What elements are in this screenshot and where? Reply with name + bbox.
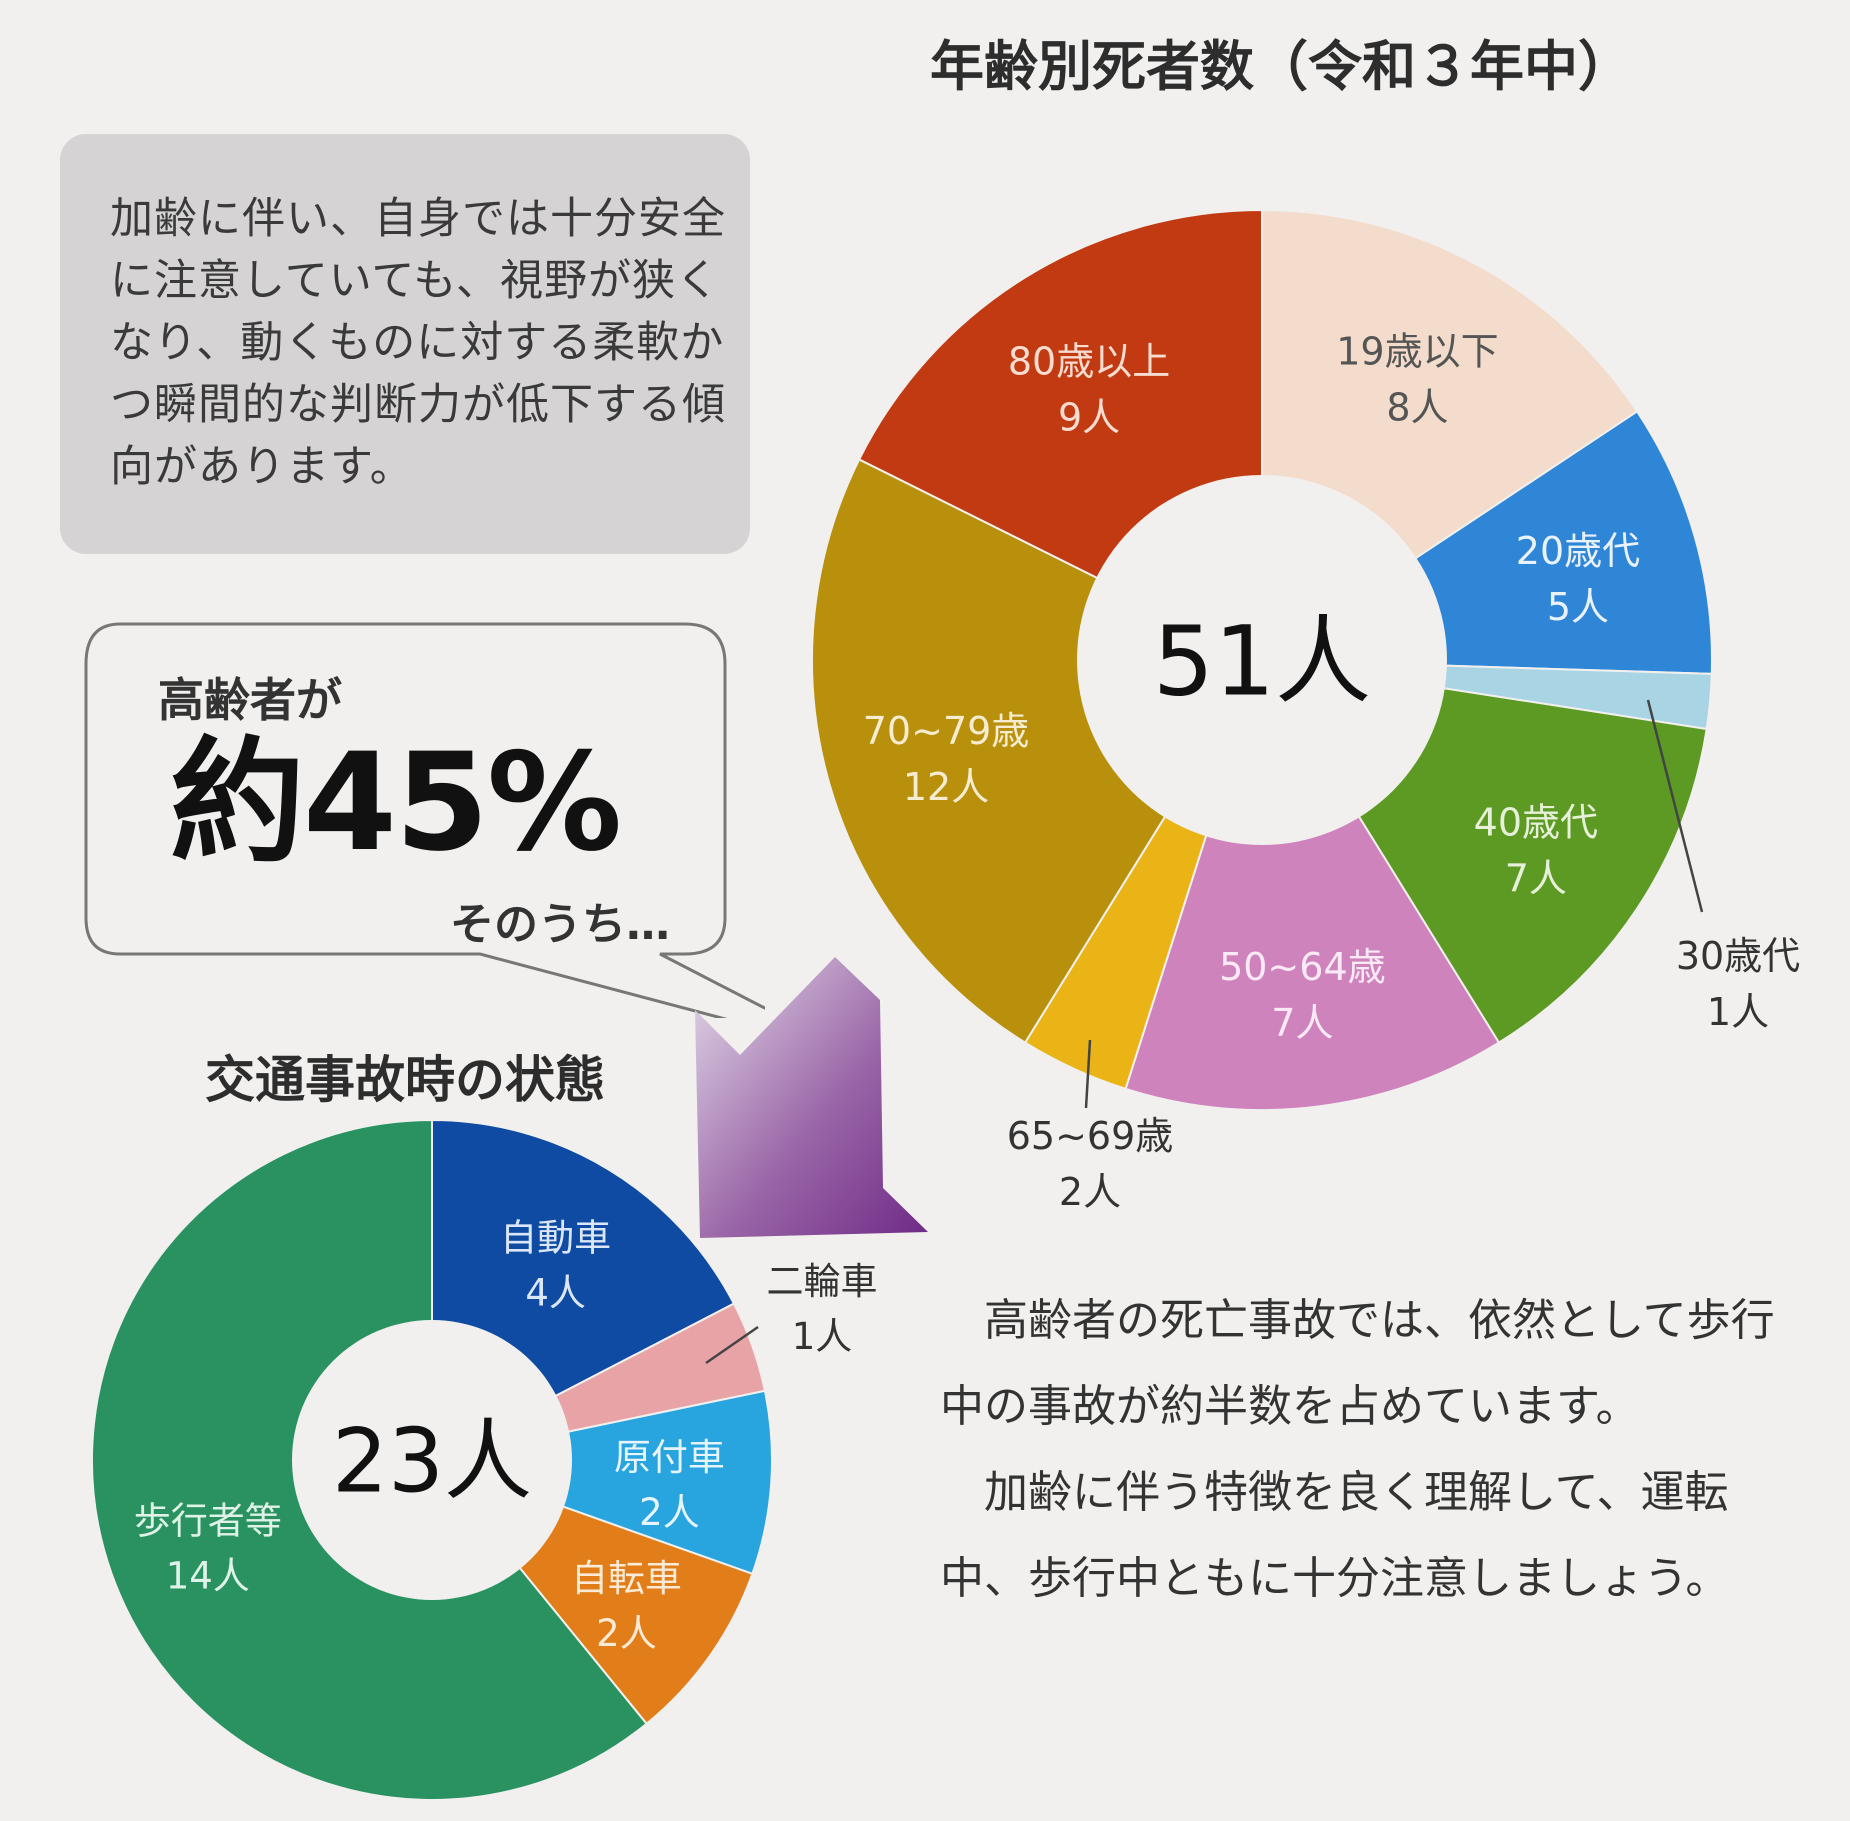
leader-line-motorcycle bbox=[705, 1325, 759, 1365]
slice-label: 30歳代 bbox=[1676, 934, 1800, 978]
slice-value-label: 5人 bbox=[1547, 585, 1609, 629]
note-box: 加齢に伴い、自身では十分安全に注意していても、視野が狭くなり、動くものに対する柔… bbox=[60, 134, 750, 554]
slice-value-label: 1人 bbox=[1707, 990, 1769, 1034]
slice-label: 二輪車 bbox=[767, 1260, 878, 1303]
slice-label: 80歳以上 bbox=[1008, 340, 1170, 384]
slice-label: 20歳代 bbox=[1516, 529, 1640, 573]
slice-label: 自転車 bbox=[571, 1557, 682, 1600]
conclusion-paragraph-1: 高齢者の死亡事故では、依然として歩行中の事故が約半数を占めています。 bbox=[940, 1295, 1775, 1432]
note-text: 加齢に伴い、自身では十分安全に注意していても、視野が狭くなり、動くものに対する柔… bbox=[110, 194, 726, 492]
age-pie-chart: 19歳以下 8人 20歳代 5人 30歳代 1人 40歳代 7人 50~64歳 7人 65~69歳 2… bbox=[811, 208, 1800, 1214]
slice-label: 歩行者等 bbox=[134, 1500, 282, 1543]
arrow-icon bbox=[695, 957, 928, 1238]
conclusion-paragraph-2: 加齢に伴う特徴を良く理解して、運転中、歩行中ともに十分注意しましょう。 bbox=[940, 1467, 1730, 1604]
pie-slice bbox=[1124, 657, 1501, 1111]
slice-value-label: 7人 bbox=[1271, 1001, 1333, 1045]
slice-label: 40歳代 bbox=[1474, 800, 1598, 844]
slice-value-label: 7人 bbox=[1505, 856, 1567, 900]
slice-label: 自動車 bbox=[500, 1217, 611, 1260]
callout-suffix: そのうち… bbox=[450, 899, 670, 950]
slice-value-label: 12人 bbox=[903, 765, 989, 809]
chart-title-status: 交通事故時の状態 bbox=[205, 1051, 605, 1109]
callout-bubble bbox=[84, 622, 765, 1018]
slice-label: 原付車 bbox=[614, 1436, 725, 1479]
slice-label: 50~64歳 bbox=[1219, 945, 1386, 989]
slice-value-label: 1人 bbox=[792, 1315, 853, 1358]
conclusion-text: 高齢者の死亡事故では、依然として歩行中の事故が約半数を占めています。 加齢に伴う… bbox=[940, 1278, 1810, 1622]
donut-hole bbox=[292, 1320, 572, 1600]
center-total-label: 23人 bbox=[332, 1410, 532, 1513]
center-total-label: 51人 bbox=[1153, 606, 1371, 718]
slice-value-label: 8人 bbox=[1386, 386, 1448, 430]
callout-percentage: 約45% bbox=[170, 724, 622, 881]
slice-value-label: 4人 bbox=[525, 1272, 586, 1315]
slice-label: 19歳以下 bbox=[1336, 330, 1498, 374]
leader-line-65-69 bbox=[1084, 1039, 1092, 1109]
callout-prefix: 高齢者が bbox=[158, 673, 342, 727]
slice-value-label: 9人 bbox=[1058, 396, 1120, 440]
slice-label: 70~79歳 bbox=[863, 709, 1030, 753]
slice-value-label: 2人 bbox=[639, 1491, 700, 1534]
donut-hole bbox=[1077, 475, 1447, 845]
slice-label: 65~69歳 bbox=[1007, 1114, 1174, 1158]
pie-slice bbox=[428, 1389, 773, 1576]
slice-value-label: 2人 bbox=[596, 1612, 657, 1655]
leader-line-30s bbox=[1646, 699, 1704, 913]
slice-value-label: 14人 bbox=[166, 1555, 250, 1598]
slice-value-label: 2人 bbox=[1059, 1170, 1121, 1214]
chart-title-age: 年齢別死者数（令和３年中） bbox=[930, 35, 1632, 98]
